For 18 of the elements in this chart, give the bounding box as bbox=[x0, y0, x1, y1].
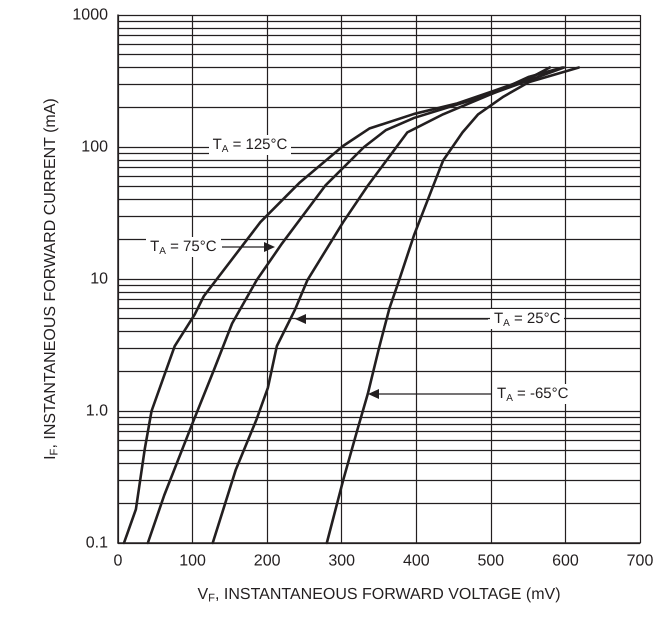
annotation: T$_{A}$ = -65°C bbox=[493, 384, 572, 404]
x-tick-label: 400 bbox=[402, 552, 430, 570]
x-tick-label: 600 bbox=[552, 552, 579, 570]
y-tick-label: 0.1 bbox=[86, 534, 108, 552]
x-tick-label: 700 bbox=[626, 552, 654, 570]
x-tick-label: 0 bbox=[114, 552, 123, 570]
x-tick-label: 200 bbox=[254, 552, 281, 570]
y-tick-label: 1.0 bbox=[86, 402, 108, 420]
annotation: T$_{A}$ = 25°C bbox=[490, 309, 564, 330]
x-tick-label: 100 bbox=[179, 552, 206, 570]
annotation: T$_{A}$ = 75°C bbox=[146, 236, 221, 257]
annotation: T$_{A}$ = 125°C bbox=[208, 134, 292, 155]
y-tick-label: 10 bbox=[90, 270, 108, 288]
x-tick-label: 500 bbox=[478, 552, 504, 570]
y-tick-label: 1000 bbox=[72, 6, 108, 24]
y-axis-title: IF, INSTANTANEOUS FORWARD CURRENT (mA) bbox=[42, 98, 60, 460]
x-tick-label: 300 bbox=[328, 552, 356, 570]
y-tick-label: 100 bbox=[81, 138, 108, 156]
